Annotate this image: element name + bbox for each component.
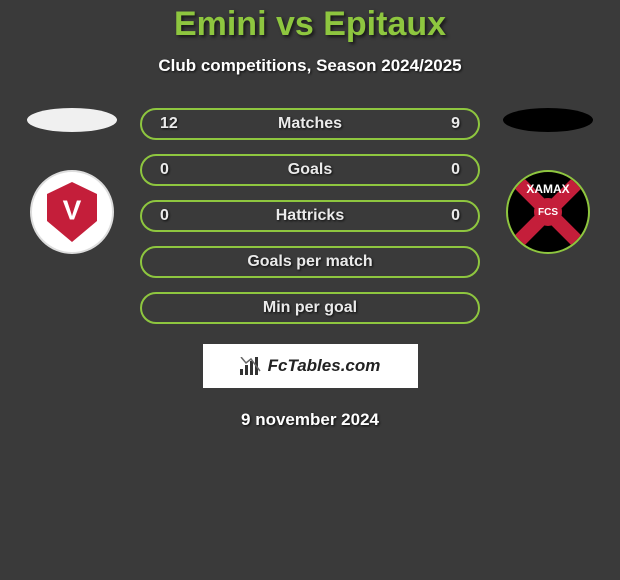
xamax-label: XAMAX [508, 182, 588, 196]
stat-right-value: 9 [430, 115, 460, 133]
stat-right-value: 0 [430, 207, 460, 225]
stat-row-mpg: Min per goal [140, 292, 480, 324]
date-text: 9 november 2024 [0, 410, 620, 430]
stats-column: 12 Matches 9 0 Goals 0 0 Hattricks 0 Goa… [140, 108, 480, 324]
stat-label: Min per goal [190, 299, 430, 317]
page-title: Emini vs Epitaux [0, 5, 620, 44]
left-flag [27, 108, 117, 132]
stat-label: Goals per match [190, 253, 430, 271]
left-shield-icon [47, 182, 97, 242]
right-flag [503, 108, 593, 132]
page-subtitle: Club competitions, Season 2024/2025 [0, 56, 620, 76]
stat-row-goals: 0 Goals 0 [140, 154, 480, 186]
barchart-icon [240, 357, 262, 375]
left-team-column [22, 108, 122, 254]
stat-left-value: 12 [160, 115, 190, 133]
stat-row-gpm: Goals per match [140, 246, 480, 278]
stat-label: Hattricks [190, 207, 430, 225]
stat-label: Matches [190, 115, 430, 133]
stat-left-value: 0 [160, 207, 190, 225]
right-club-badge: XAMAX FCS [506, 170, 590, 254]
right-team-column: XAMAX FCS [498, 108, 598, 254]
stat-right-value: 0 [430, 161, 460, 179]
stat-left-value: 0 [160, 161, 190, 179]
stat-row-hattricks: 0 Hattricks 0 [140, 200, 480, 232]
left-club-badge [30, 170, 114, 254]
stat-row-matches: 12 Matches 9 [140, 108, 480, 140]
stat-label: Goals [190, 161, 430, 179]
fcs-circle-icon: FCS [534, 198, 562, 226]
brand-text: FcTables.com [268, 356, 381, 376]
brand-box: FcTables.com [203, 344, 418, 388]
